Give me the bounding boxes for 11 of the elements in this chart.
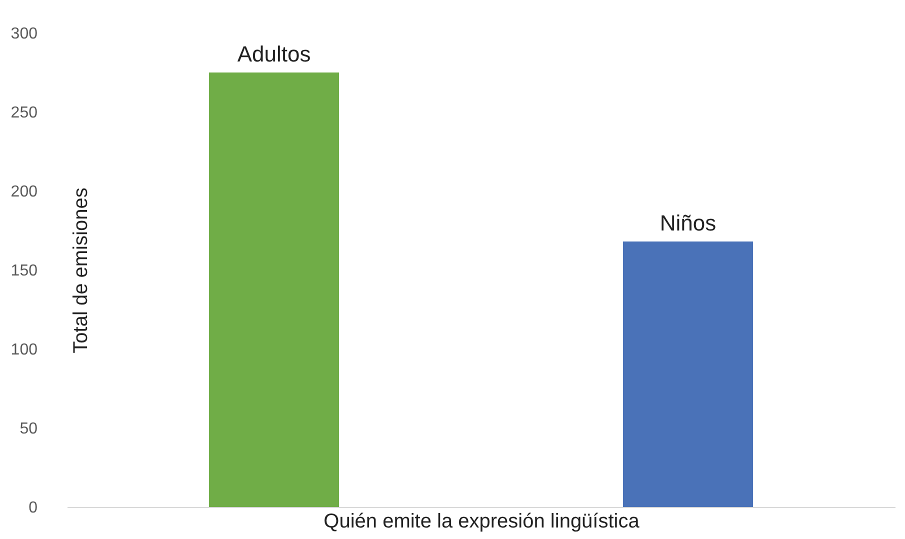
y-tick-label: 50 (20, 420, 38, 438)
y-tick-label: 100 (10, 342, 38, 358)
x-axis-title: Quién emite la expresión lingüística (324, 510, 640, 532)
x-tick-label: Adultos (237, 42, 311, 66)
y-tick-label: 150 (10, 262, 38, 280)
y-tick-label: 0 (28, 500, 38, 516)
y-tick-label: 200 (10, 184, 38, 200)
y-tick-label: 300 (10, 26, 38, 42)
x-tick-label: Niños (660, 210, 716, 236)
y-axis-title: Total de emisiones (70, 188, 92, 354)
y-tick-label: 250 (10, 104, 38, 122)
